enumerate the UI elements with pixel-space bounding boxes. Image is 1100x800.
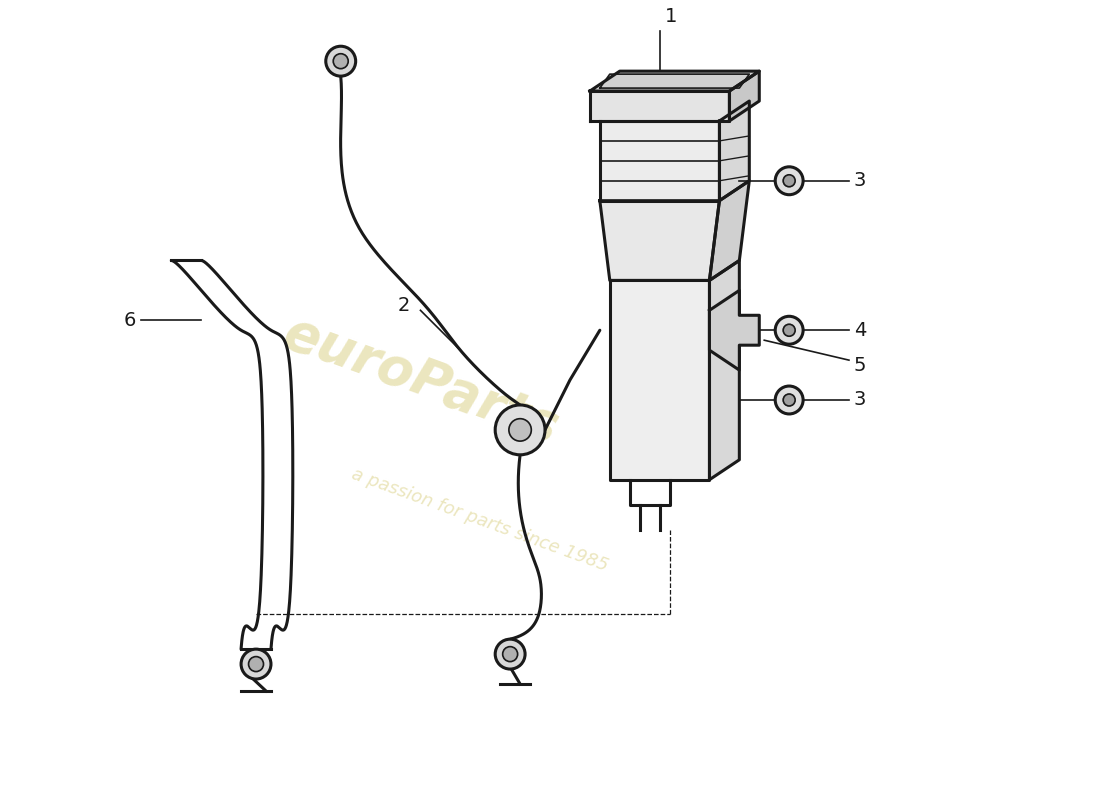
- Text: 3: 3: [854, 171, 867, 190]
- Circle shape: [783, 324, 795, 336]
- Text: 1: 1: [664, 7, 676, 26]
- Text: 5: 5: [854, 356, 867, 374]
- Circle shape: [249, 657, 264, 671]
- Polygon shape: [600, 121, 719, 201]
- Polygon shape: [590, 91, 729, 121]
- Polygon shape: [710, 181, 749, 281]
- Text: 3: 3: [854, 390, 867, 410]
- Circle shape: [503, 646, 518, 662]
- Circle shape: [509, 418, 531, 441]
- Text: 2: 2: [398, 296, 410, 315]
- Circle shape: [776, 386, 803, 414]
- Polygon shape: [729, 71, 759, 121]
- Circle shape: [776, 316, 803, 344]
- Circle shape: [783, 394, 795, 406]
- Circle shape: [333, 54, 349, 69]
- Polygon shape: [609, 201, 710, 281]
- Polygon shape: [590, 71, 759, 91]
- Circle shape: [495, 639, 525, 669]
- Polygon shape: [719, 101, 749, 201]
- Circle shape: [783, 174, 795, 186]
- Circle shape: [326, 46, 355, 76]
- Polygon shape: [600, 201, 719, 281]
- Circle shape: [776, 167, 803, 194]
- Polygon shape: [710, 261, 739, 480]
- Polygon shape: [609, 281, 710, 480]
- Text: euroParts: euroParts: [276, 306, 565, 454]
- Circle shape: [241, 649, 271, 679]
- Text: a passion for parts since 1985: a passion for parts since 1985: [350, 465, 612, 574]
- Text: 4: 4: [854, 321, 867, 340]
- Text: 6: 6: [124, 310, 136, 330]
- Circle shape: [495, 405, 544, 455]
- Polygon shape: [710, 290, 759, 370]
